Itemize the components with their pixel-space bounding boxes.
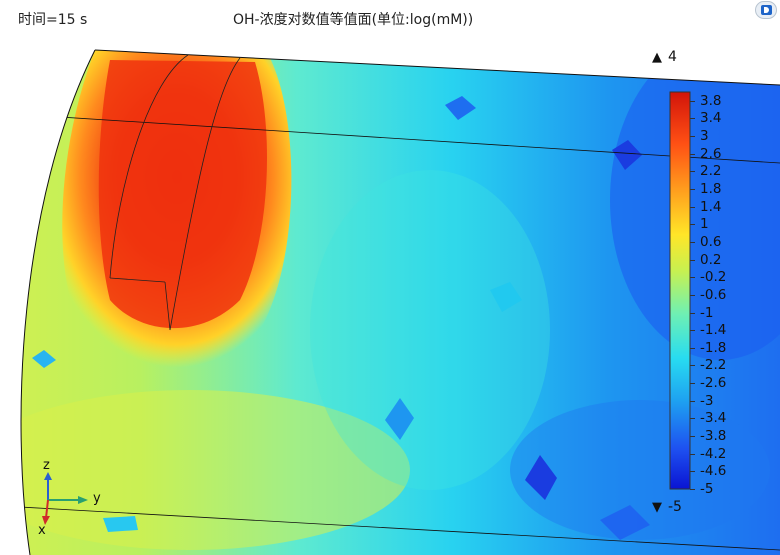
axis-x-label: x (38, 523, 46, 538)
plot-title: OH-浓度对数值等值面(单位:log(mM)) (233, 12, 474, 28)
colorbar-max-value: 4 (668, 49, 677, 65)
colorbar-max-label: ▲ 4 (652, 49, 677, 65)
surface-field (21, 50, 780, 555)
axis-z-label: z (43, 458, 50, 473)
triangle-down-icon: ▼ (652, 500, 662, 515)
colorbar-min-value: -5 (668, 499, 682, 515)
time-label: 时间=15 s (18, 12, 88, 28)
colorbar-gradient (669, 91, 691, 490)
triangle-up-icon: ▲ (652, 50, 662, 65)
comsol-logo-icon[interactable] (755, 1, 777, 19)
axis-y-label: y (93, 491, 101, 506)
colorbar-min-label: ▼ -5 (652, 499, 682, 515)
axes-triad (42, 472, 88, 525)
blue-patch (612, 140, 642, 170)
